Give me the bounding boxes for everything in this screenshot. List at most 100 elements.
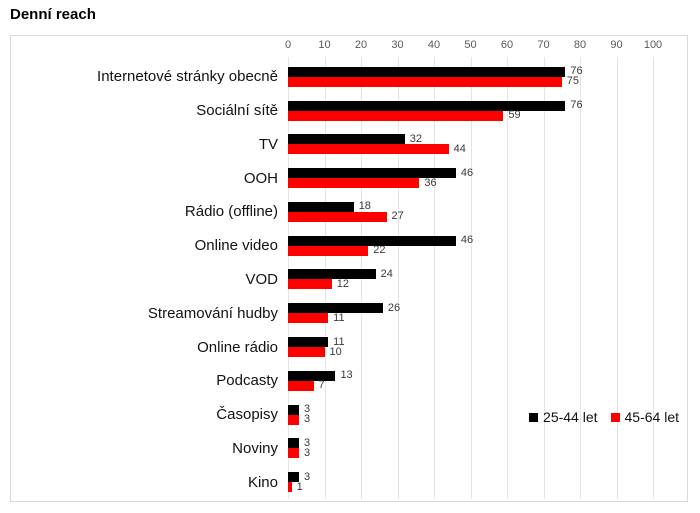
bar-group: 11 10 bbox=[288, 336, 687, 358]
bar-line: 10 bbox=[288, 345, 687, 358]
value-label: 36 bbox=[424, 176, 437, 189]
bar-row: Podcasty 13 7 bbox=[11, 364, 687, 398]
bar-line: 76 bbox=[288, 99, 687, 112]
gridline bbox=[434, 57, 435, 499]
bar-row: OOH 46 36 bbox=[11, 161, 687, 195]
legend-label: 25-44 let bbox=[543, 409, 598, 425]
bar-series-0 bbox=[288, 404, 299, 415]
category-label: Noviny bbox=[232, 439, 278, 457]
bar-line: 76 bbox=[288, 66, 687, 77]
value-label: 10 bbox=[329, 345, 342, 358]
gridline bbox=[470, 57, 472, 499]
x-axis-tick-label: 10 bbox=[318, 39, 331, 51]
bar-series-1 bbox=[288, 178, 420, 189]
bar-row: Rádio (offline) 18 27 bbox=[11, 195, 687, 229]
bar-series-0 bbox=[288, 66, 566, 77]
bar-line: 13 bbox=[288, 370, 687, 381]
bar-series-1 bbox=[288, 279, 332, 290]
category-label: OOH bbox=[243, 169, 278, 187]
bar-series-0 bbox=[288, 438, 299, 449]
value-label: 1 bbox=[296, 480, 303, 493]
bar-series-1 bbox=[288, 448, 299, 459]
bar-line: 32 bbox=[288, 133, 687, 145]
bar-line: 11 bbox=[288, 336, 687, 347]
value-label: 44 bbox=[453, 142, 466, 155]
bar-series-1 bbox=[288, 347, 325, 357]
bar-line: 18 bbox=[288, 201, 687, 212]
bar-series-0 bbox=[288, 370, 336, 381]
legend-swatch-icon bbox=[610, 412, 620, 422]
bar-series-1 bbox=[288, 380, 314, 391]
bar-group: 32 44 bbox=[288, 133, 687, 155]
bar-series-0 bbox=[288, 269, 376, 280]
bar-line: 46 bbox=[288, 234, 687, 247]
bar-series-1 bbox=[288, 313, 329, 324]
legend-item: 25-44 let bbox=[529, 409, 598, 425]
x-axis-tick-label: 0 bbox=[284, 39, 292, 51]
value-label: 12 bbox=[336, 277, 350, 290]
x-axis-tick-label: 20 bbox=[354, 39, 368, 51]
bar-line: 3 bbox=[288, 404, 687, 415]
category-label: Podcasty bbox=[216, 372, 278, 390]
bar-group: 76 59 bbox=[288, 99, 687, 121]
bar-line: 12 bbox=[288, 277, 687, 290]
x-axis-tick-label: 40 bbox=[427, 39, 441, 51]
x-axis-tick-label: 90 bbox=[610, 39, 623, 51]
x-axis-tick-label: 60 bbox=[500, 39, 514, 51]
x-axis-tick-label: 30 bbox=[391, 39, 404, 51]
value-label: 46 bbox=[460, 166, 474, 179]
bar-group: 13 7 bbox=[288, 370, 687, 392]
category-label: Rádio (offline) bbox=[184, 203, 278, 221]
value-label: 22 bbox=[373, 244, 386, 257]
category-label: Online video bbox=[194, 237, 278, 255]
chart-area: 0 10 20 30 40 50 60 70 80 90 100 Internetové strán… bbox=[10, 35, 688, 502]
value-label: 11 bbox=[333, 311, 345, 324]
gridline bbox=[616, 57, 618, 499]
bar-series-1 bbox=[288, 211, 387, 222]
bar-line: 3 bbox=[288, 437, 687, 449]
category-label: Časopisy bbox=[216, 406, 278, 424]
bar-rows: Internetové stránky obecně 76 75 Sociální s… bbox=[11, 60, 687, 499]
value-label: 75 bbox=[566, 75, 579, 88]
bar-series-0 bbox=[288, 201, 354, 212]
bar-row: Online video 46 22 bbox=[11, 229, 687, 263]
value-label: 46 bbox=[460, 234, 474, 247]
gridline bbox=[397, 57, 399, 499]
bar-line: 1 bbox=[288, 480, 687, 493]
category-label: Internetové stránky obecně bbox=[97, 68, 278, 86]
bar-series-0 bbox=[288, 472, 299, 483]
bar-group: 24 12 bbox=[288, 267, 687, 290]
bar-series-1 bbox=[288, 414, 299, 425]
bar-row: Kino 3 1 bbox=[11, 465, 687, 499]
bar-line: 26 bbox=[288, 301, 687, 314]
bar-series-1 bbox=[288, 110, 504, 121]
bar-line: 7 bbox=[288, 379, 687, 392]
category-label: Online rádio bbox=[197, 338, 278, 356]
x-axis-tick-label: 100 bbox=[643, 39, 663, 51]
value-label: 3 bbox=[303, 446, 311, 459]
bar-line: 59 bbox=[288, 110, 687, 121]
bar-line: 3 bbox=[288, 471, 687, 483]
chart-title: Denní reach bbox=[10, 6, 96, 23]
legend-item: 45-64 let bbox=[610, 410, 679, 424]
value-label: 26 bbox=[387, 301, 401, 314]
value-label: 24 bbox=[380, 267, 393, 280]
gridline bbox=[543, 57, 545, 499]
bar-group: 18 27 bbox=[288, 201, 687, 222]
bar-group: 26 11 bbox=[288, 301, 687, 324]
bar-series-0 bbox=[288, 337, 329, 347]
gridline bbox=[580, 57, 581, 499]
value-label: 76 bbox=[570, 99, 583, 112]
bar-group: 76 75 bbox=[288, 66, 687, 88]
bar-line: 36 bbox=[288, 176, 687, 189]
bar-row: Online rádio 11 10 bbox=[11, 330, 687, 364]
bar-line: 22 bbox=[288, 244, 687, 257]
value-label: 7 bbox=[318, 379, 325, 392]
gridline bbox=[653, 57, 654, 499]
category-label: Streamování hudby bbox=[147, 304, 278, 322]
x-axis-tick-label: 50 bbox=[464, 39, 477, 51]
category-label: VOD bbox=[245, 270, 278, 288]
category-label: Kino bbox=[247, 473, 278, 491]
category-label: Sociální sítě bbox=[196, 102, 278, 120]
